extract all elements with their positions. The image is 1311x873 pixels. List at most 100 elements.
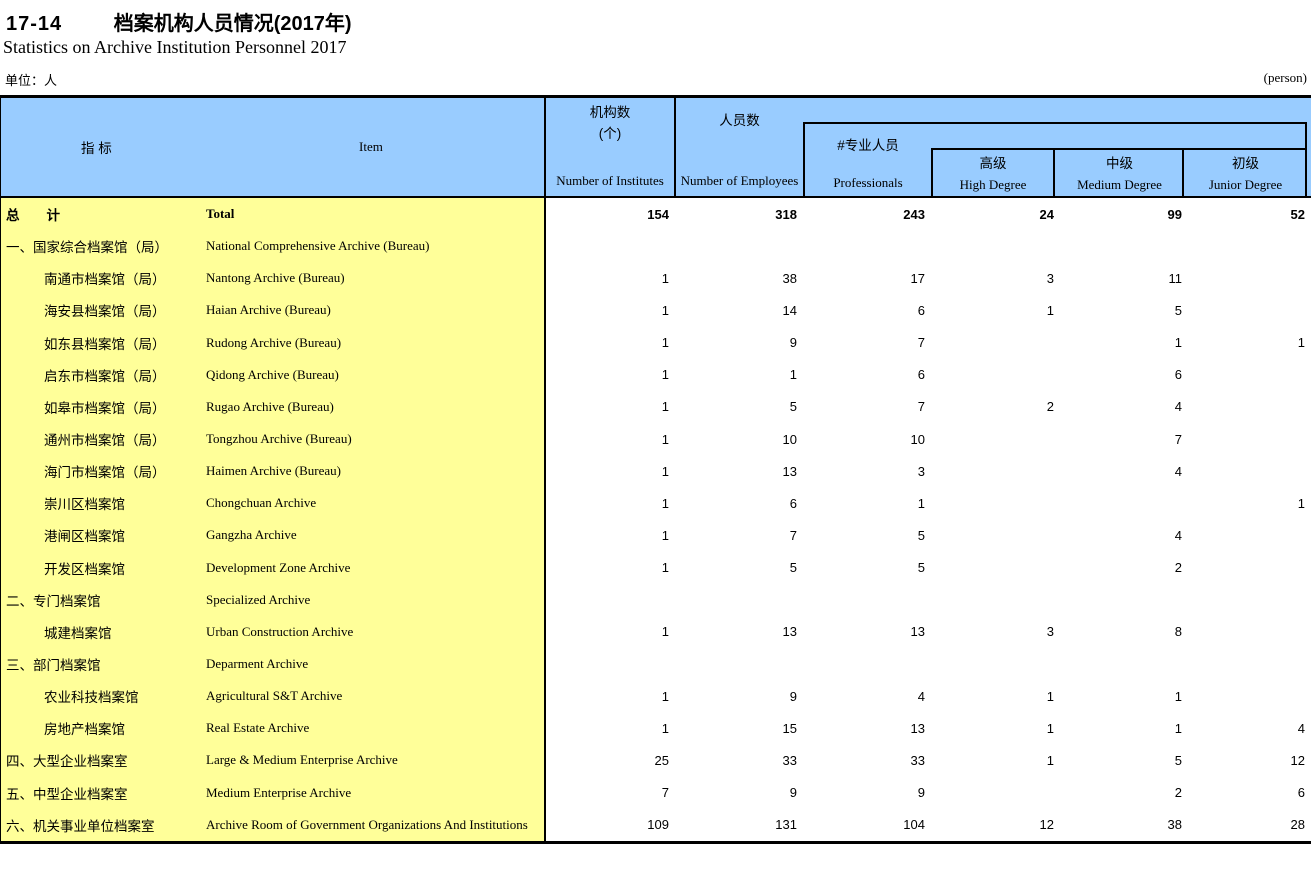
item-cell: 海安县档案馆（局） Haian Archive (Bureau)	[1, 294, 546, 327]
header-item: 指 标 Item	[1, 98, 546, 196]
header-professionals-group: #专业人员 Professionals 高级 High Degree 中级 Me…	[803, 122, 1307, 198]
value-cell-institutes	[546, 584, 672, 616]
header-institutes-en: Number of Institutes	[556, 173, 664, 188]
table-row: 房地产档案馆 Real Estate Archive 1 15 13 1 1 4	[1, 712, 1311, 745]
value-cell-professionals: 4	[917, 688, 925, 704]
value-cell-institutes: 1	[661, 335, 669, 351]
value-cell-high-degree	[931, 777, 1057, 809]
item-cell: 农业科技档案馆 Agricultural S&T Archive	[1, 680, 546, 713]
value-cell-high-degree: 3	[1046, 270, 1054, 286]
value-cell-junior-degree	[1185, 391, 1308, 423]
item-label-cn: 农业科技档案馆	[44, 690, 139, 706]
value-cell-medium-degree	[1056, 230, 1185, 262]
item-cell: 通州市档案馆（局） Tongzhou Archive (Bureau)	[1, 422, 546, 456]
value-cell-institutes: 1	[661, 270, 669, 286]
table-row: 农业科技档案馆 Agricultural S&T Archive 1 9 4 1 1	[1, 680, 1311, 713]
value-cell-professionals: 13	[910, 624, 925, 640]
value-cell-high-degree	[931, 455, 1057, 487]
header-number-of-institutes: 机构数 (个) Number of Institutes	[546, 98, 676, 196]
value-cell-institutes: 7	[661, 785, 669, 801]
item-cell: 南通市档案馆（局） Nantong Archive (Bureau)	[1, 262, 546, 295]
table-body: 总 计 Total 154 318 243 24 99 52 一、国家综合档案馆（局） Natio…	[1, 198, 1311, 841]
value-cell-medium-degree: 4	[1174, 399, 1182, 415]
table-row: 海门市档案馆（局） Haimen Archive (Bureau) 1 13 3 4	[1, 455, 1311, 488]
item-label-cn: 房地产档案馆	[44, 722, 125, 738]
value-cell-junior-degree	[1185, 552, 1308, 584]
header-institutes-cn: 机构数	[589, 105, 631, 120]
value-cell-junior-degree: 1	[1297, 335, 1305, 351]
item-label-en: National Comprehensive Archive (Bureau)	[206, 238, 430, 254]
value-cell-professionals	[803, 584, 928, 616]
value-cell-medium-degree: 99	[1167, 206, 1182, 222]
value-cell-institutes: 1	[661, 302, 669, 318]
value-cell-junior-degree: 1	[1297, 495, 1305, 511]
page-title-chinese: 档案机构人员情况(2017年)	[113, 13, 352, 35]
value-cell-medium-degree: 1	[1174, 688, 1182, 704]
value-cell-institutes: 109	[647, 817, 669, 833]
item-label-en: Qidong Archive (Bureau)	[206, 366, 339, 382]
value-cell-institutes: 1	[661, 367, 669, 383]
value-cell-high-degree: 2	[1046, 399, 1054, 415]
table-row: 港闸区档案馆 Gangzha Archive 1 7 5 4	[1, 519, 1311, 552]
value-cell-high-degree: 1	[1046, 688, 1054, 704]
item-label-cn: 四、大型企业档案室	[6, 754, 128, 770]
item-label-en: Rudong Archive (Bureau)	[206, 334, 342, 350]
item-cell: 房地产档案馆 Real Estate Archive	[1, 712, 546, 745]
value-cell-high-degree: 3	[1046, 624, 1054, 640]
item-label-en: Total	[206, 206, 235, 222]
value-cell-institutes	[546, 648, 672, 680]
value-cell-medium-degree	[1056, 487, 1185, 519]
value-cell-high-degree	[931, 519, 1057, 551]
value-cell-high-degree	[931, 359, 1057, 391]
value-cell-professionals	[803, 648, 928, 680]
value-cell-employees: 9	[789, 688, 797, 704]
value-cell-employees: 13	[782, 624, 797, 640]
table-row: 三、部门档案馆 Deparment Archive	[1, 647, 1311, 681]
table-row: 四、大型企业档案室 Large & Medium Enterprise Archi…	[1, 744, 1311, 777]
item-cell: 总 计 Total	[1, 198, 546, 231]
value-cell-high-degree	[931, 327, 1057, 359]
value-cell-junior-degree	[1185, 423, 1308, 455]
table-row: 总 计 Total 154 318 243 24 99 52	[1, 198, 1311, 231]
header-high-en: High Degree	[959, 177, 1027, 192]
value-cell-high-degree	[931, 423, 1057, 455]
item-label-cn: 城建档案馆	[44, 625, 112, 641]
table-row: 开发区档案馆 Development Zone Archive 1 5 5 2	[1, 551, 1311, 584]
item-label-cn: 港闸区档案馆	[44, 529, 125, 545]
value-cell-professionals: 17	[910, 270, 925, 286]
item-label-en: Medium Enterprise Archive	[206, 784, 352, 800]
unit-row: 单位：人 (person)	[5, 70, 1307, 89]
table-row: 五、中型企业档案室 Medium Enterprise Archive 7 9 9 2 6	[1, 776, 1311, 809]
table-row: 二、专门档案馆 Specialized Archive	[1, 583, 1311, 616]
value-cell-medium-degree: 2	[1174, 785, 1182, 801]
value-cell-professionals: 1	[917, 495, 925, 511]
value-cell-institutes: 154	[647, 206, 669, 222]
value-cell-professionals: 7	[917, 399, 925, 415]
value-cell-institutes: 1	[661, 688, 669, 704]
value-cell-high-degree: 1	[1046, 752, 1054, 768]
table-row: 城建档案馆 Urban Construction Archive 1 13 13 3 8	[1, 615, 1311, 648]
value-cell-medium-degree: 2	[1174, 560, 1182, 576]
header-employees-en: Number of Employees	[680, 173, 799, 188]
item-cell: 四、大型企业档案室 Large & Medium Enterprise Archi…	[1, 744, 546, 777]
table-row: 一、国家综合档案馆（局） National Comprehensive Archi…	[1, 230, 1311, 263]
item-label-cn: 六、机关事业单位档案室	[6, 818, 155, 834]
value-cell-junior-degree: 28	[1290, 817, 1305, 833]
item-label-cn: 开发区档案馆	[44, 561, 125, 577]
value-cell-employees: 5	[789, 560, 797, 576]
header-junior-en: Junior Degree	[1208, 177, 1283, 192]
value-cell-professionals: 5	[917, 560, 925, 576]
value-cell-medium-degree: 1	[1174, 720, 1182, 736]
value-cell-junior-degree	[1185, 294, 1308, 326]
table-row: 如皋市档案馆（局） Rugao Archive (Bureau) 1 5 7 2 4	[1, 390, 1311, 423]
item-label-cn: 如东县档案馆（局）	[44, 336, 166, 352]
value-cell-employees: 33	[782, 752, 797, 768]
header-high-degree: 高级 High Degree	[933, 150, 1055, 198]
value-cell-professionals: 6	[917, 302, 925, 318]
value-cell-medium-degree: 6	[1174, 367, 1182, 383]
value-cell-professionals: 5	[917, 527, 925, 543]
header-item-en: Item	[359, 139, 383, 154]
item-label-cn: 如皋市档案馆（局）	[44, 400, 166, 416]
header-item-cn: 指 标	[81, 141, 112, 156]
header-medium-cn: 中级	[1106, 156, 1133, 171]
